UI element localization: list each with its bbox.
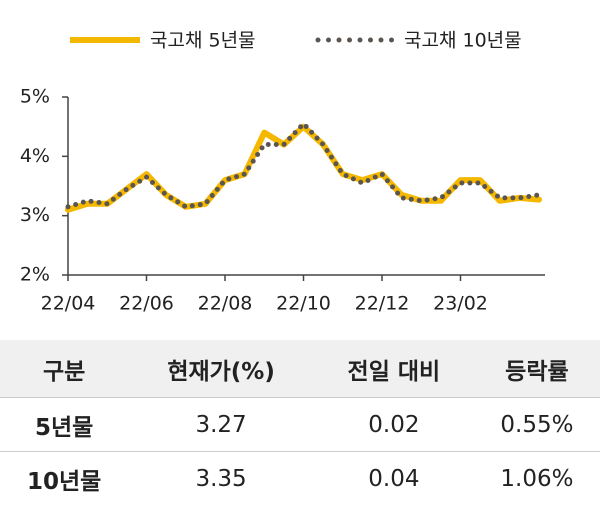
x-tick-label: 22/06	[119, 293, 174, 315]
x-tick-label: 22/12	[355, 293, 410, 315]
table-header: 구분 현재가(%) 전일 대비 등락률	[0, 340, 600, 398]
header-cell: 전일 대비	[314, 340, 474, 398]
chart: 국고채 5년물 국고채 10년물 2% 3% 4% 5% 22/04 22/06 22/08…	[0, 0, 600, 330]
legend-label: 국고채 10년물	[404, 30, 522, 52]
cell: 0.55%	[474, 398, 600, 452]
y-tick-label: 3%	[20, 204, 50, 226]
x-tick-label: 23/02	[433, 293, 488, 315]
x-tick-label: 22/10	[276, 293, 331, 315]
y-tick-label: 4%	[20, 145, 50, 167]
y-tick-label: 2%	[20, 264, 50, 286]
cell: 3.27	[128, 398, 314, 452]
cell: 0.04	[314, 452, 474, 505]
cell: 10년물	[0, 452, 128, 505]
y-tick-label: 5%	[20, 86, 50, 108]
table-row: 5년물 3.27 0.02 0.55%	[0, 398, 600, 452]
legend-label: 국고채 5년물	[150, 30, 256, 52]
cell: 0.02	[314, 398, 474, 452]
cell: 5년물	[0, 398, 128, 452]
cell: 3.35	[128, 452, 314, 505]
header-cell: 구분	[0, 340, 128, 398]
table-row: 10년물 3.35 0.04 1.06%	[0, 452, 600, 505]
x-tick-label: 22/08	[198, 293, 253, 315]
header-cell: 등락률	[474, 340, 600, 398]
header-cell: 현재가(%)	[128, 340, 314, 398]
series-line	[68, 127, 539, 210]
series-line	[68, 124, 539, 207]
table: 구분 현재가(%) 전일 대비 등락률 5년물 3.27 0.02 0.55% …	[0, 340, 600, 505]
x-tick-label: 22/04	[41, 293, 96, 315]
cell: 1.06%	[474, 452, 600, 505]
